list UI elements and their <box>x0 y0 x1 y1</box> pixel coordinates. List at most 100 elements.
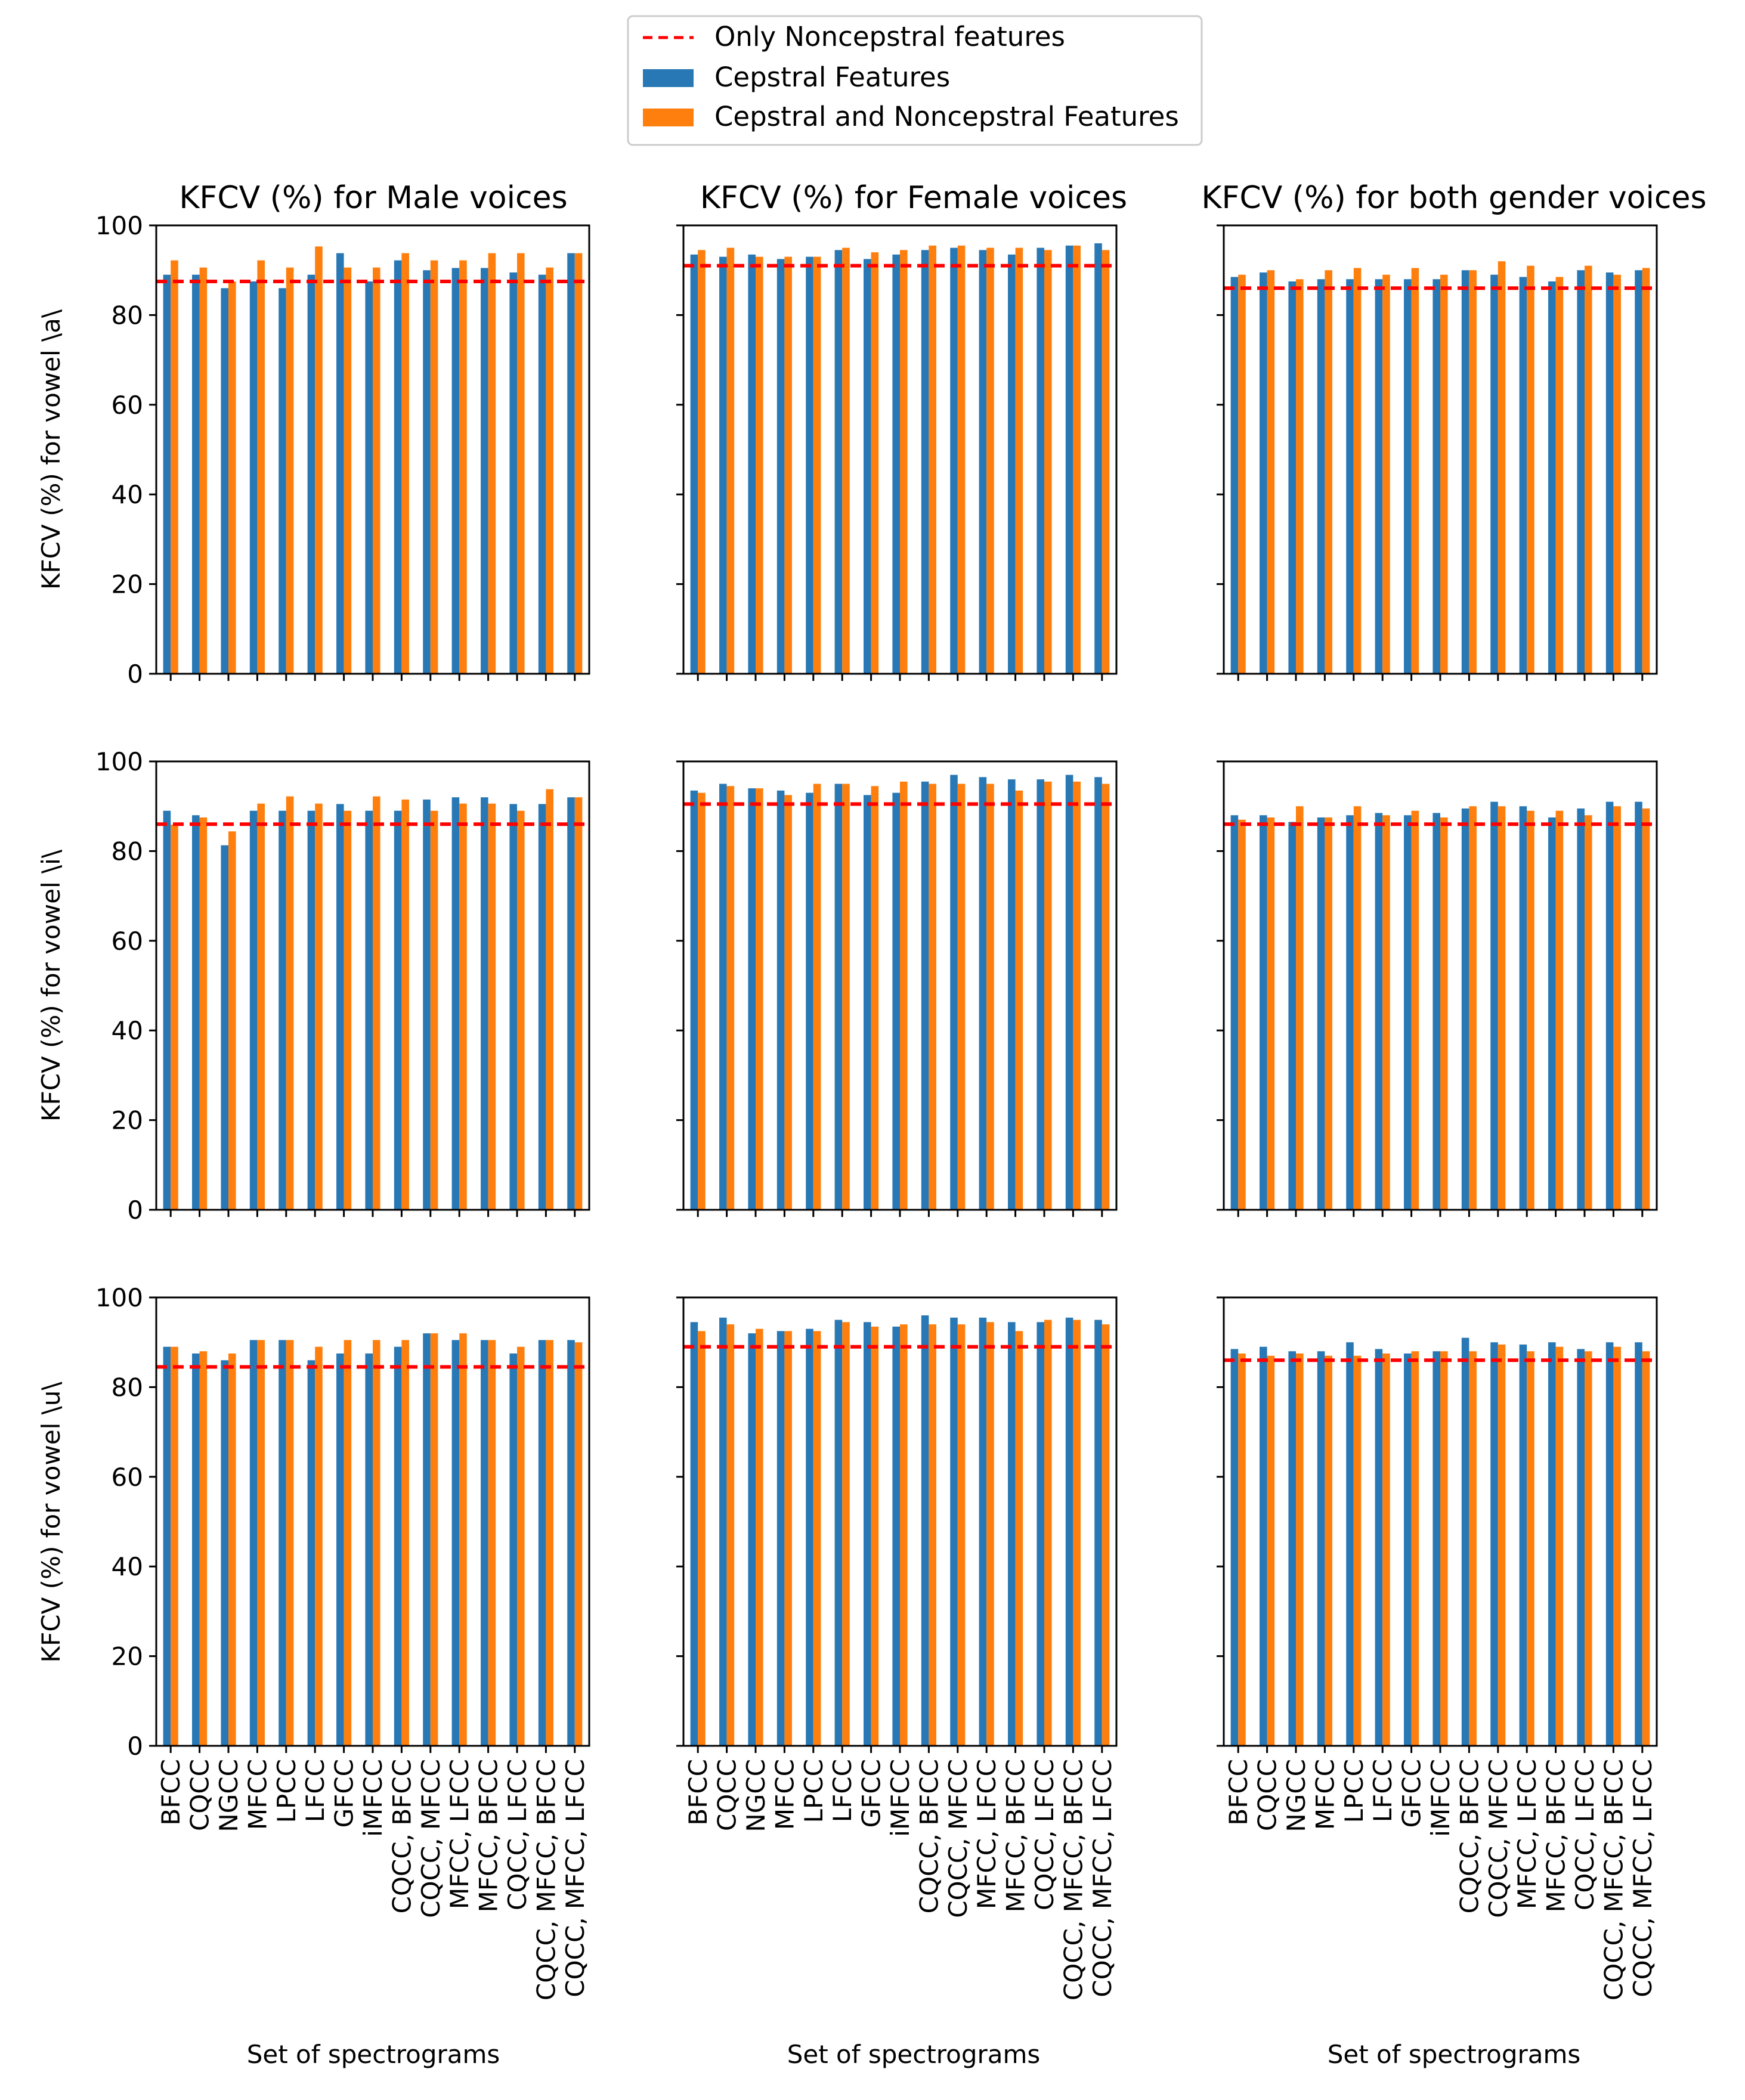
bar-cepstral-0 <box>690 790 698 1210</box>
bar-combined-9 <box>430 260 438 674</box>
bar-combined-10 <box>459 1333 467 1746</box>
bar-combined-6 <box>1411 1351 1419 1746</box>
bar-combined-3 <box>784 1331 792 1746</box>
bar-combined-0 <box>698 250 706 674</box>
y-tick-label: 40 <box>112 1016 143 1045</box>
bar-cepstral-13 <box>1065 775 1073 1210</box>
bar-cepstral-8 <box>921 781 929 1210</box>
x-tick-label: CQCC, MFCC, BFCC <box>1599 1759 1628 2000</box>
bar-cepstral-6 <box>864 1322 871 1746</box>
y-tick-label: 100 <box>95 1283 143 1312</box>
bar-combined-8 <box>929 1324 936 1746</box>
bar-combined-4 <box>1353 1355 1362 1746</box>
bar-combined-0 <box>171 260 178 674</box>
y-tick-label: 40 <box>112 1552 143 1581</box>
x-tick-label: BFCC <box>683 1759 713 1826</box>
bar-combined-11 <box>1015 247 1023 674</box>
bar-combined-12 <box>517 253 525 674</box>
bar-combined-13 <box>1613 274 1621 674</box>
bar-cepstral-9 <box>1490 801 1498 1210</box>
panel-r0-c1 <box>676 224 1118 681</box>
bar-combined-8 <box>929 245 936 674</box>
bar-combined-6 <box>344 810 352 1210</box>
col-title-male: KFCV (%) for Male voices <box>179 180 567 216</box>
bar-cepstral-13 <box>1605 801 1614 1210</box>
bar-combined-4 <box>1353 806 1362 1210</box>
bar-cepstral-7 <box>892 254 900 674</box>
bar-combined-11 <box>488 803 496 1210</box>
bar-combined-12 <box>1585 815 1592 1210</box>
bar-combined-9 <box>957 1324 966 1746</box>
bar-cepstral-14 <box>567 797 575 1210</box>
x-tick-label: MFCC <box>243 1759 272 1830</box>
bar-cepstral-1 <box>719 256 727 674</box>
panel-r0-c0: 0 20 40 60 80 100 <box>95 211 590 689</box>
x-tick-label: MFCC <box>1310 1759 1339 1830</box>
x-tick-label: iMFCC <box>1426 1759 1455 1837</box>
bar-cepstral-9 <box>950 775 958 1210</box>
bar-combined-5 <box>315 803 323 1210</box>
bar-cepstral-1 <box>719 783 727 1210</box>
bar-combined-10 <box>986 783 994 1210</box>
bar-combined-3 <box>257 1340 265 1746</box>
bar-combined-0 <box>171 825 178 1210</box>
bar-combined-1 <box>199 817 208 1210</box>
bar-combined-10 <box>1527 265 1534 674</box>
bar-combined-13 <box>1613 806 1621 1210</box>
x-tick-label: GFCC <box>330 1759 359 1828</box>
bar-cepstral-6 <box>336 253 344 674</box>
x-tick-label: CQCC, MFCC, BFCC <box>531 1759 561 2000</box>
panel-r0-c2 <box>1217 224 1658 681</box>
bar-cepstral-11 <box>481 1340 488 1746</box>
y-tick-label: 80 <box>112 1373 143 1402</box>
bar-cepstral-11 <box>1548 817 1556 1210</box>
bar-cepstral-8 <box>921 250 929 674</box>
bar-combined-6 <box>1411 268 1419 674</box>
bar-combined-6 <box>1411 810 1419 1210</box>
bar-cepstral-8 <box>921 1315 929 1746</box>
bar-combined-4 <box>286 796 294 1210</box>
bar-combined-14 <box>1642 1351 1650 1746</box>
bar-cepstral-8 <box>394 260 402 674</box>
x-tick-label: CQCC, BFCC <box>1455 1759 1484 1913</box>
panel-r1-c1 <box>676 760 1118 1217</box>
bar-combined-7 <box>373 796 380 1210</box>
panel-r1-c0: 0 20 40 60 80 100 <box>95 747 590 1225</box>
x-tick-label: CQCC <box>713 1759 742 1831</box>
bar-combined-11 <box>1015 790 1023 1210</box>
bar-combined-6 <box>344 267 352 674</box>
bar-cepstral-9 <box>423 270 431 674</box>
bar-combined-2 <box>756 1328 763 1746</box>
bar-combined-9 <box>430 810 438 1210</box>
legend-baseline-label: Only Noncepstral features <box>714 21 1065 52</box>
x-tick-label: LFCC <box>1368 1759 1397 1822</box>
bar-cepstral-4 <box>279 810 286 1210</box>
bar-combined-2 <box>228 1353 236 1746</box>
bar-cepstral-12 <box>509 804 517 1210</box>
y-tick-label: 20 <box>112 570 143 599</box>
bar-combined-12 <box>517 810 525 1210</box>
bar-combined-13 <box>546 1340 553 1746</box>
x-tick-label: MFCC, LFCC <box>972 1759 1001 1909</box>
x-tick-label: CQCC, LFCC <box>503 1759 532 1910</box>
bar-combined-3 <box>1325 1355 1332 1746</box>
bar-combined-2 <box>756 256 763 674</box>
bar-cepstral-7 <box>892 1326 900 1746</box>
bar-combined-11 <box>1015 1331 1023 1746</box>
bar-cepstral-7 <box>892 792 900 1210</box>
bar-cepstral-5 <box>307 274 315 674</box>
bar-combined-4 <box>286 1340 294 1746</box>
bar-cepstral-11 <box>481 797 488 1210</box>
x-tick-label: CQCC, BFCC <box>914 1759 943 1913</box>
bar-cepstral-4 <box>806 792 813 1210</box>
bar-cepstral-13 <box>538 804 546 1210</box>
bar-combined-9 <box>430 1333 438 1746</box>
x-tick-label: CQCC, MFCC <box>416 1759 445 1918</box>
bar-combined-10 <box>1527 1351 1534 1746</box>
bar-combined-4 <box>813 256 821 674</box>
bar-combined-8 <box>1469 270 1477 674</box>
bar-combined-6 <box>871 252 879 674</box>
bar-cepstral-14 <box>1094 777 1102 1210</box>
bar-combined-0 <box>698 792 706 1210</box>
bar-combined-12 <box>517 1346 525 1746</box>
